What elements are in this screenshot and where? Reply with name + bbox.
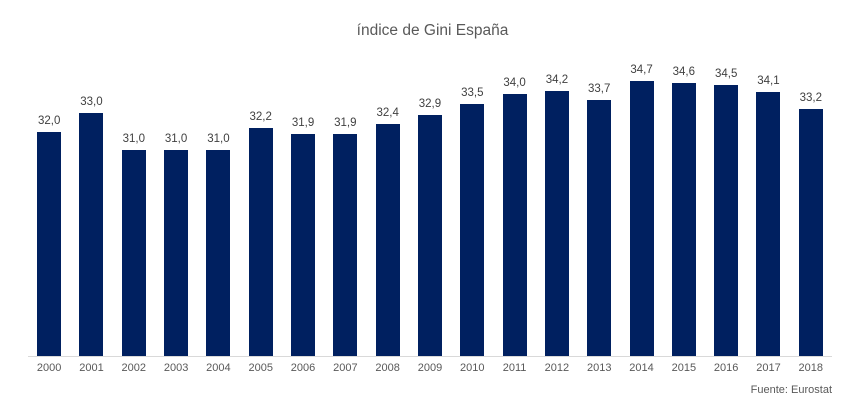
data-label: 34,6 — [672, 66, 696, 78]
x-axis-tick-label: 2007 — [333, 362, 358, 374]
bar — [544, 90, 569, 356]
x-axis-tick-label: 2014 — [629, 362, 654, 374]
data-label: 34,1 — [757, 75, 780, 88]
x-axis-tick-label: 2013 — [586, 362, 612, 374]
data-label: 32,4 — [376, 107, 399, 120]
x-axis-tick-label: 2001 — [79, 362, 104, 374]
bar — [587, 99, 612, 356]
bar-column: 34,0 — [493, 55, 535, 356]
x-axis-tick-label: 2010 — [460, 362, 485, 374]
data-label: 34,5 — [714, 67, 738, 80]
bar-column: 33,0 — [70, 55, 112, 356]
x-axis-tick-label: 2003 — [163, 362, 189, 374]
bar — [798, 109, 823, 356]
bar-column: 33,7 — [578, 55, 620, 356]
data-label: 34,7 — [630, 64, 653, 77]
bar-column: 31,0 — [113, 55, 155, 356]
bar — [291, 133, 316, 356]
bar — [37, 131, 62, 356]
bar — [460, 103, 485, 356]
x-axis-tick-label: 2018 — [798, 362, 824, 374]
x-axis-tick-label: 2002 — [121, 362, 147, 374]
bar-column: 32,9 — [409, 55, 451, 356]
data-label: 31,0 — [164, 133, 188, 146]
source-caption: Fuente: Eurostat — [750, 384, 832, 396]
bar-column: 32,2 — [240, 55, 282, 356]
data-label: 31,0 — [122, 133, 145, 146]
x-axis-tick-label: 2006 — [290, 362, 316, 374]
x-axis-labels: 2000 2001 2002 2003 2004 2005 2006 2007 2008 2009… — [28, 362, 832, 374]
bar — [671, 83, 696, 356]
x-axis-tick-label: 2011 — [502, 362, 527, 374]
data-label: 32,0 — [37, 114, 61, 127]
bar — [714, 84, 739, 356]
bar — [164, 150, 189, 356]
bar-column: 31,9 — [282, 55, 324, 356]
bar — [206, 150, 231, 356]
bar-column: 34,2 — [536, 55, 578, 356]
plot-area: 32,0 33,0 31,0 31,0 31,0 32,2 31,9 31,9 32,4 32,9… — [28, 55, 832, 357]
bar — [79, 112, 104, 356]
bar — [417, 114, 442, 356]
bar-column: 34,7 — [620, 55, 662, 356]
bar — [502, 94, 527, 356]
bar-column: 34,6 — [663, 55, 705, 356]
data-label: 31,0 — [207, 133, 230, 146]
bar-column: 31,0 — [197, 55, 239, 356]
bar-column: 31,9 — [324, 55, 366, 356]
bar — [629, 81, 654, 356]
x-axis-tick-label: 2017 — [756, 362, 781, 374]
bar — [375, 124, 400, 356]
x-axis-tick-label: 2012 — [544, 362, 570, 374]
data-label: 32,9 — [418, 97, 442, 110]
x-axis-tick-label: 2008 — [375, 362, 400, 374]
bar — [333, 133, 358, 356]
data-label: 33,7 — [588, 82, 611, 95]
data-label: 34,0 — [503, 77, 526, 90]
bar-column: 34,1 — [747, 55, 789, 356]
x-axis-tick-label: 2009 — [417, 362, 443, 374]
data-label: 33,2 — [799, 92, 822, 105]
bar-column: 33,2 — [790, 55, 832, 356]
bar — [248, 127, 273, 356]
bar-column: 34,5 — [705, 55, 747, 356]
data-label: 31,9 — [291, 116, 315, 129]
data-label: 31,9 — [334, 116, 357, 129]
x-axis-tick-label: 2005 — [248, 362, 273, 374]
data-label: 32,2 — [249, 110, 272, 123]
data-label: 33,0 — [80, 95, 103, 108]
bar-column: 31,0 — [155, 55, 197, 356]
x-axis-tick-label: 2015 — [671, 362, 697, 374]
x-axis-tick-label: 2000 — [36, 362, 62, 374]
bar — [121, 150, 146, 356]
bar-column: 33,5 — [451, 55, 493, 356]
bar-column: 32,4 — [367, 55, 409, 356]
x-axis-tick-label: 2016 — [713, 362, 739, 374]
data-label: 34,2 — [545, 73, 569, 86]
data-label: 33,5 — [461, 86, 484, 99]
bar — [756, 92, 781, 356]
chart-title: índice de Gini España — [356, 22, 509, 39]
bar-column: 32,0 — [28, 55, 70, 356]
x-axis-tick-label: 2004 — [206, 362, 231, 374]
